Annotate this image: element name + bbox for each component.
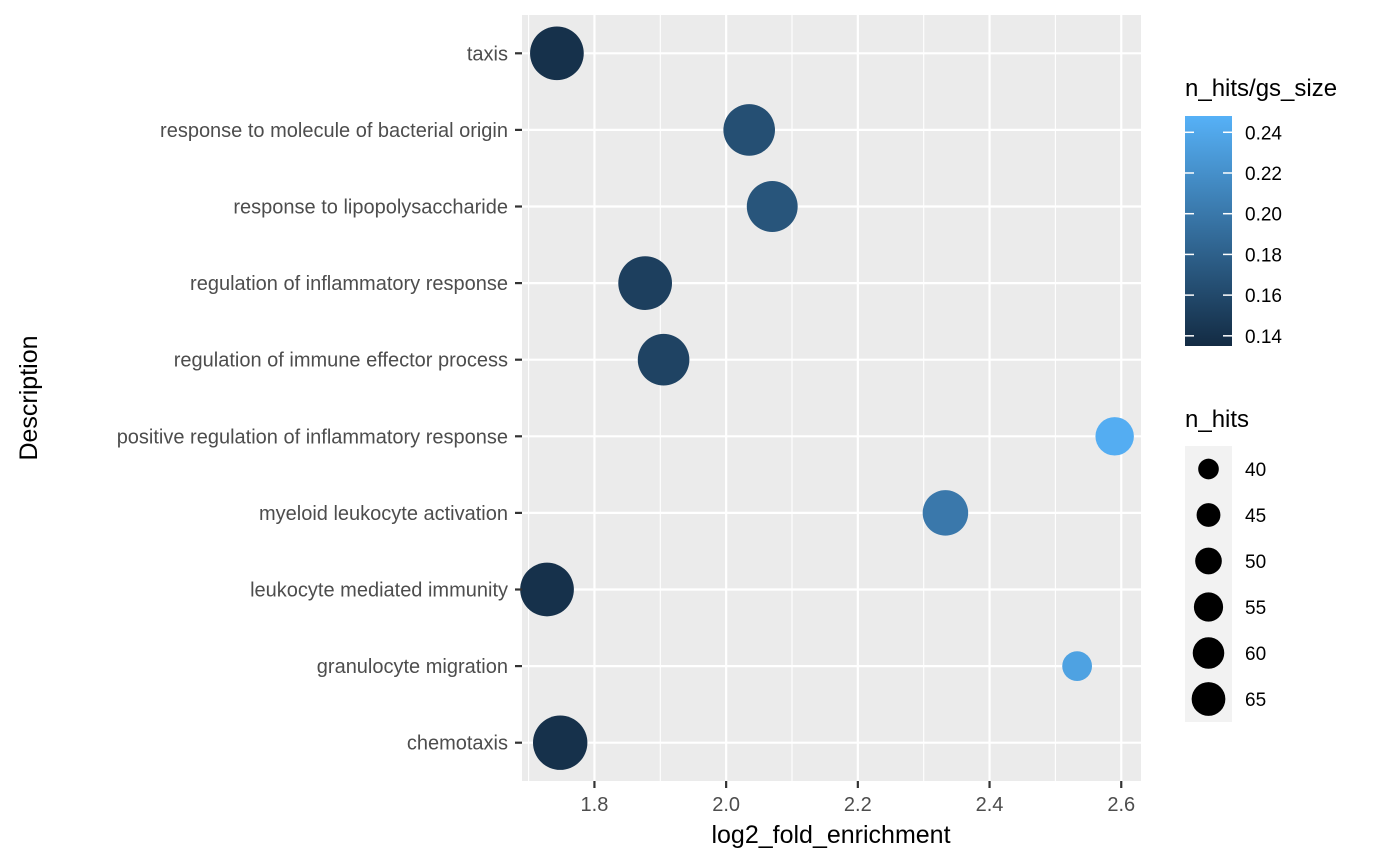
grid-lines — [522, 15, 1141, 781]
size-legend-label: 50 — [1245, 552, 1266, 573]
size-legend-key — [1193, 592, 1224, 622]
x-tick-label: 2.4 — [976, 794, 1004, 816]
x-tick-label: 1.8 — [581, 794, 609, 816]
size-legend-key-background — [1185, 446, 1232, 722]
data-point — [723, 104, 775, 156]
data-point — [1095, 417, 1134, 456]
y-tick-label: response to lipopolysaccharide — [233, 197, 508, 219]
data-point — [637, 333, 690, 386]
x-tick-label: 2.6 — [1107, 794, 1135, 816]
y-tick-label: chemotaxis — [407, 733, 508, 755]
size-legend-key — [1191, 682, 1226, 716]
plot-panel — [522, 15, 1141, 781]
size-legend-label: 40 — [1245, 460, 1266, 481]
y-axis: taxis response to molecule of bacterial o… — [117, 43, 522, 755]
size-legend-items: 40 45 50 55 60 65 — [1191, 458, 1266, 716]
data-point — [530, 26, 584, 81]
color-legend: n_hits/gs_size 0.14 0.16 0.18 0.20 0.22 0.24 — [1185, 75, 1337, 348]
data-point — [618, 256, 672, 310]
data-point — [532, 715, 588, 770]
y-axis-title: Description — [15, 335, 43, 460]
colorbar-tick-label: 0.18 — [1245, 245, 1282, 266]
data-point — [520, 562, 574, 617]
y-tick-label: granulocyte migration — [317, 656, 508, 678]
data-point — [746, 181, 798, 232]
data-points — [520, 26, 1134, 770]
y-tick-label: positive regulation of inflammatory resp… — [117, 426, 508, 448]
size-legend-label: 45 — [1245, 506, 1266, 527]
size-legend-label: 55 — [1245, 598, 1266, 619]
size-legend-key — [1198, 458, 1219, 480]
size-legend-key — [1196, 503, 1221, 527]
y-tick-label: leukocyte mediated immunity — [250, 580, 508, 602]
data-point — [1062, 651, 1093, 681]
y-tick-label: myeloid leukocyte activation — [259, 503, 508, 525]
color-legend-title: n_hits/gs_size — [1185, 75, 1337, 102]
colorbar-tick-label: 0.20 — [1245, 205, 1282, 226]
size-legend-label: 65 — [1245, 690, 1266, 711]
size-legend-key — [1195, 547, 1222, 575]
size-legend-label: 60 — [1245, 644, 1266, 665]
x-tick-label: 2.0 — [712, 794, 740, 816]
colorbar-tick-label: 0.16 — [1245, 286, 1282, 307]
colorbar-tick-label: 0.22 — [1245, 164, 1282, 185]
y-tick-label: regulation of inflammatory response — [190, 273, 508, 295]
x-tick-label: 2.2 — [844, 794, 872, 816]
y-tick-label: regulation of immune effector process — [174, 350, 508, 372]
colorbar-ticks: 0.14 0.16 0.18 0.20 0.22 0.24 — [1185, 123, 1282, 348]
y-tick-label: response to molecule of bacterial origin — [160, 120, 508, 142]
y-tick-label: taxis — [467, 43, 508, 65]
size-legend: n_hits 40 45 50 55 60 65 — [1185, 406, 1266, 722]
colorbar-tick-label: 0.24 — [1245, 123, 1282, 144]
x-axis-title: log2_fold_enrichment — [711, 821, 950, 849]
size-legend-title: n_hits — [1185, 406, 1249, 433]
colorbar-tick-label: 0.14 — [1245, 327, 1282, 348]
size-legend-key — [1192, 637, 1225, 669]
x-axis: 1.8 2.0 2.2 2.4 2.6 — [581, 781, 1135, 816]
data-point — [922, 490, 969, 536]
colorbar — [1185, 116, 1232, 346]
